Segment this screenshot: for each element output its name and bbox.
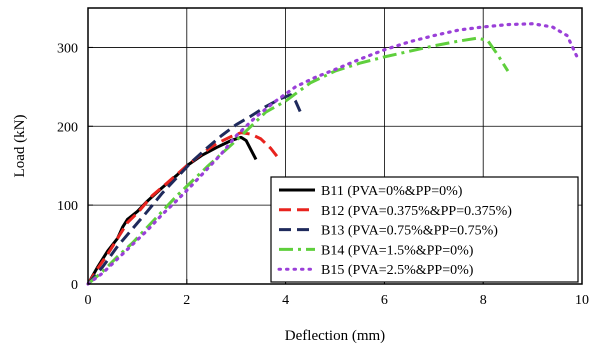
legend: B11 (PVA=0%&PP=0%) B12 (PVA=0.375%&PP=0.3… (270, 176, 579, 283)
x-tick-label: 0 (85, 293, 92, 308)
x-tick-label: 8 (480, 293, 487, 308)
plot-frame (87, 7, 583, 285)
legend-label: B14 (PVA=1.5%&PP=0%) (321, 243, 474, 258)
y-tick-label: 0 (71, 278, 78, 293)
legend-box (270, 176, 579, 283)
series-layer (86, 22, 579, 286)
y-tick-label: 100 (57, 199, 78, 214)
series-line-b13 (86, 93, 302, 285)
legend-label: B13 (PVA=0.75%&PP=0.75%) (321, 224, 498, 239)
legend-label: B11 (PVA=0%&PP=0%) (321, 184, 463, 199)
x-tick-label: 2 (183, 293, 190, 308)
series-line-b15 (86, 22, 579, 286)
y-axis-title: Load (kN) (12, 115, 28, 178)
x-tick-label: 10 (575, 293, 589, 308)
y-tick-label: 200 (57, 120, 78, 135)
x-tick-label: 4 (282, 293, 289, 308)
y-tick-label: 300 (57, 41, 78, 56)
x-tick-label: 6 (381, 293, 388, 308)
x-axis-title: Deflection (mm) (285, 328, 385, 344)
legend-label: B12 (PVA=0.375%&PP=0.375%) (321, 204, 512, 219)
series-line-b14 (87, 36, 510, 286)
legend-label: B15 (PVA=2.5%&PP=0%) (321, 263, 474, 278)
